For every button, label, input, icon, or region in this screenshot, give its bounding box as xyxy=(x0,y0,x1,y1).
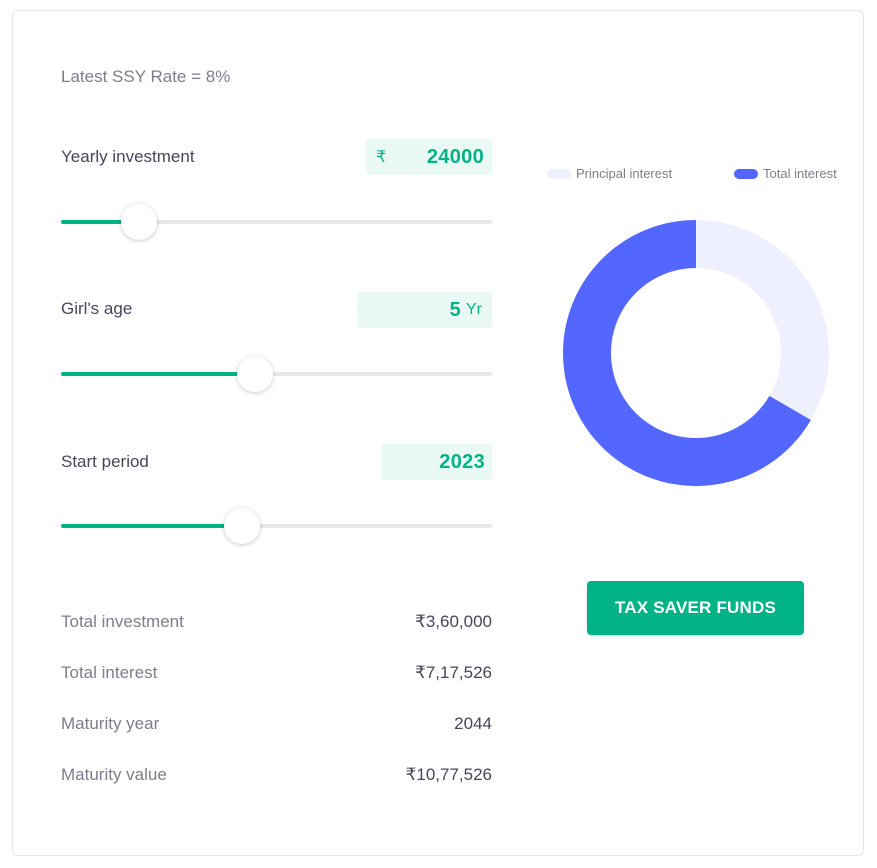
tax-saver-funds-button[interactable]: TAX SAVER FUNDS xyxy=(587,581,804,635)
slider-thumb[interactable] xyxy=(224,508,261,544)
legend-item-total-interest[interactable]: Total interest xyxy=(734,166,837,181)
start-period-input[interactable]: 2023 xyxy=(381,444,492,480)
start-period-label: Start period xyxy=(61,452,149,471)
summary-value: ₹3,60,000 xyxy=(415,612,492,631)
summary-row-total-interest: Total interest ₹7,17,526 xyxy=(61,663,492,683)
summary-value: ₹10,77,526 xyxy=(405,765,492,784)
legend-swatch xyxy=(547,168,571,179)
slider-fill xyxy=(61,372,255,376)
summary-row-maturity-year: Maturity year 2044 xyxy=(61,714,492,734)
yearly-investment-label: Yearly investment xyxy=(61,147,195,166)
slider-track xyxy=(61,372,492,376)
legend-label: Total interest xyxy=(763,166,837,181)
start-period-value: 2023 xyxy=(439,450,485,473)
yearly-investment-slider[interactable] xyxy=(61,204,492,240)
slider-fill xyxy=(61,524,243,528)
slider-thumb[interactable] xyxy=(236,356,273,392)
girls-age-unit: Yr xyxy=(466,301,482,318)
donut-chart xyxy=(563,220,829,486)
girls-age-slider[interactable] xyxy=(61,356,492,392)
summary-label: Total investment xyxy=(61,612,184,631)
slider-track xyxy=(61,524,492,528)
rupee-symbol: ₹ xyxy=(376,149,387,166)
summary-value: ₹7,17,526 xyxy=(415,663,492,682)
ssy-rate-text: Latest SSY Rate = 8% xyxy=(61,67,231,86)
summary-row-total-investment: Total investment ₹3,60,000 xyxy=(61,612,492,632)
legend-item-principal[interactable]: Principal interest xyxy=(547,166,672,181)
legend-swatch xyxy=(734,168,758,179)
summary-label: Maturity value xyxy=(61,765,167,784)
yearly-investment-value: 24000 xyxy=(426,145,484,168)
slider-track xyxy=(61,220,492,224)
slider-fill xyxy=(61,220,139,224)
yearly-investment-input[interactable]: ₹ 24000 xyxy=(366,139,492,175)
girls-age-label: Girl's age xyxy=(61,299,133,318)
summary-label: Total interest xyxy=(61,663,158,682)
summary-row-maturity-value: Maturity value ₹10,77,526 xyxy=(61,765,492,785)
slider-thumb[interactable] xyxy=(120,204,157,240)
girls-age-value: 5 xyxy=(449,298,461,321)
start-period-slider[interactable] xyxy=(61,508,492,544)
legend-label: Principal interest xyxy=(576,166,673,181)
girls-age-input[interactable]: 5 Yr xyxy=(357,292,492,328)
slice-principal[interactable] xyxy=(696,220,829,421)
slice-total-interest[interactable] xyxy=(563,220,811,486)
summary-label: Maturity year xyxy=(61,714,160,733)
summary-value: 2044 xyxy=(454,714,492,733)
